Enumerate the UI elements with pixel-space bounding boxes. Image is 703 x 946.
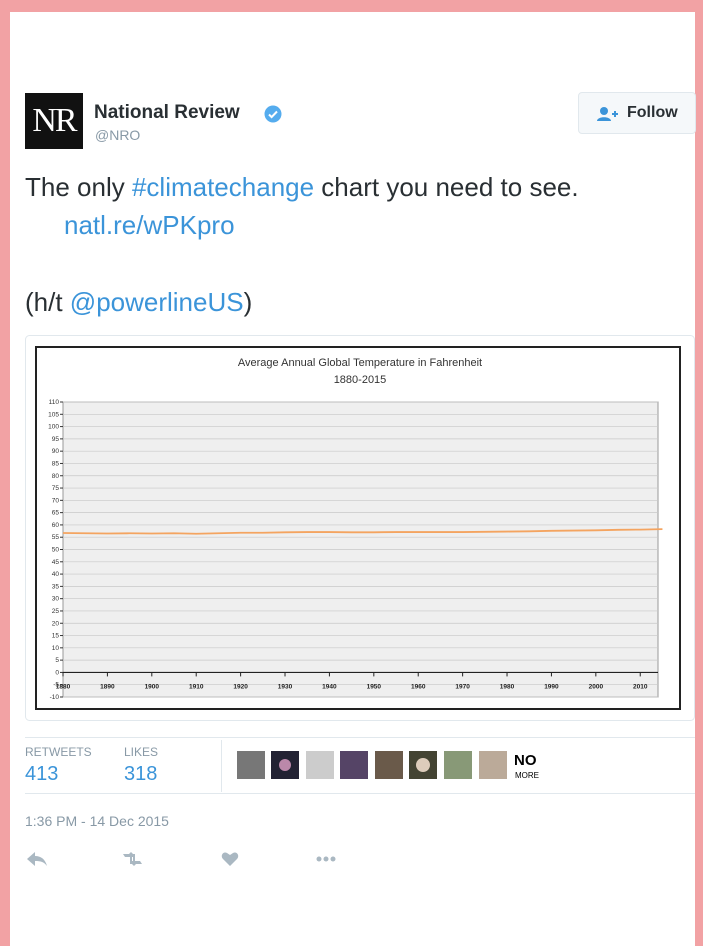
chart-title: Average Annual Global Temperature in Fah…	[238, 357, 482, 369]
y-tick-label: 90	[52, 448, 60, 455]
likes-label: LIKES	[124, 745, 158, 759]
y-tick-label: 65	[52, 510, 60, 517]
badge-text: MORE	[515, 771, 539, 780]
y-tick-label: 0	[55, 669, 59, 676]
x-tick-label: 1940	[322, 683, 337, 690]
x-tick-label: 1990	[544, 683, 559, 690]
x-tick-label: 1960	[411, 683, 426, 690]
y-tick-label: 105	[48, 411, 59, 418]
x-tick-label: 2010	[633, 683, 648, 690]
x-tick-label: 1880	[56, 683, 71, 690]
likes-count[interactable]: 318	[124, 763, 157, 786]
mention[interactable]: @powerlineUS	[70, 287, 244, 317]
divider	[25, 737, 695, 738]
y-tick-label: 50	[52, 547, 60, 554]
tweet-line: (h/t @powerlineUS)	[25, 287, 252, 318]
y-tick-label: -10	[50, 694, 60, 701]
x-tick-label: 1890	[100, 683, 115, 690]
more-icon[interactable]	[317, 857, 336, 862]
y-tick-label: 10	[52, 645, 60, 652]
divider	[221, 740, 222, 792]
y-tick-label: 25	[52, 608, 60, 615]
page: {"tweet": {"logo": "NR", "author": "Nati…	[0, 0, 703, 946]
y-tick-label: 60	[52, 522, 60, 529]
x-tick-label: 1920	[233, 683, 248, 690]
y-tick-label: 15	[52, 633, 60, 640]
liker-avatars[interactable]: NO MORE	[237, 751, 547, 781]
follow-button[interactable]: Follow	[578, 92, 696, 134]
y-tick-label: 55	[52, 534, 60, 541]
badge-text: NO	[514, 752, 537, 769]
author-handle[interactable]: @NRO	[95, 127, 140, 143]
author-name[interactable]: National Review	[94, 102, 240, 124]
y-tick-label: 80	[52, 473, 60, 480]
retweets-count[interactable]: 413	[25, 763, 58, 786]
chart-image[interactable]: Average Annual Global Temperature in Fah…	[25, 335, 695, 721]
y-tick-label: 40	[52, 571, 60, 578]
y-tick-label: 100	[48, 424, 59, 431]
x-tick-label: 1900	[145, 683, 160, 690]
reply-icon[interactable]	[27, 852, 47, 866]
y-tick-label: 45	[52, 559, 60, 566]
like-icon[interactable]	[222, 853, 238, 866]
y-tick-label: 35	[52, 583, 60, 590]
y-tick-label: 75	[52, 485, 60, 492]
tweet-text: )	[244, 287, 253, 317]
tweet-text: chart you need to see.	[314, 172, 579, 202]
timestamp[interactable]: 1:36 PM - 14 Dec 2015	[25, 813, 169, 829]
retweet-icon[interactable]	[123, 852, 142, 866]
y-tick-label: 30	[52, 596, 60, 603]
follow-label: Follow	[627, 104, 678, 122]
y-tick-label: 85	[52, 460, 60, 467]
x-tick-label: 1910	[189, 683, 204, 690]
x-tick-label: 1930	[278, 683, 293, 690]
avatar-logo[interactable]: NR	[25, 93, 83, 149]
follow-icon	[597, 106, 619, 122]
y-tick-label: 5	[55, 657, 59, 664]
tweet-line: The only #climatechange chart you need t…	[25, 172, 579, 203]
x-tick-label: 2000	[589, 683, 604, 690]
divider	[25, 793, 695, 794]
tweet-link[interactable]: natl.re/wPKpro	[64, 210, 235, 241]
action-bar	[25, 848, 355, 870]
x-tick-label: 1970	[455, 683, 470, 690]
chart-subtitle: 1880-2015	[334, 374, 387, 386]
x-tick-label: 1980	[500, 683, 515, 690]
retweets-label: RETWEETS	[25, 745, 92, 759]
y-tick-label: 110	[49, 399, 60, 406]
y-tick-label: 70	[52, 497, 60, 504]
y-tick-label: 20	[52, 620, 60, 627]
tweet-text: The only	[25, 172, 132, 202]
x-tick-label: 1950	[367, 683, 382, 690]
y-tick-label: 95	[52, 436, 60, 443]
verified-badge	[264, 105, 282, 123]
tweet-text: (h/t	[25, 287, 70, 317]
hashtag[interactable]: #climatechange	[132, 172, 314, 202]
